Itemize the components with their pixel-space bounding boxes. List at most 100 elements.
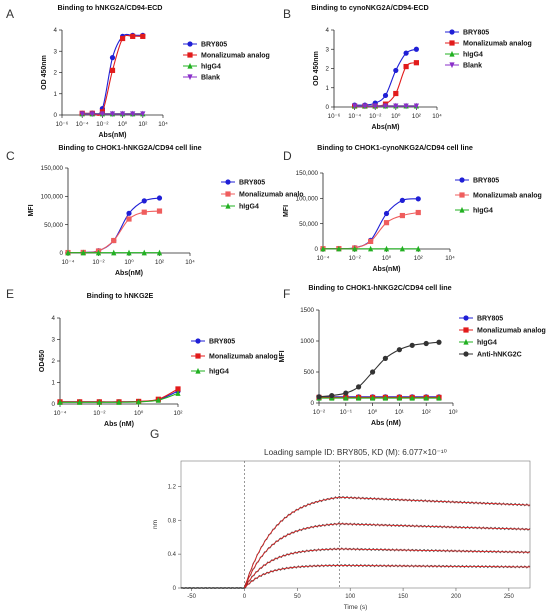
panel-label-d: D [283, 149, 292, 163]
legend-marker [225, 179, 231, 185]
x-tick-label: 10² [412, 113, 421, 120]
legend-marker [187, 74, 193, 81]
panel-label-a: A [6, 7, 14, 21]
x-tick-label: 250 [504, 594, 515, 600]
data-point [352, 103, 358, 110]
panel-label-g: G [150, 427, 159, 441]
y-axis-label: nm [152, 520, 159, 529]
legend-label: Monalizumab analog [477, 327, 546, 334]
x-axis-label: Abs(nM) [373, 266, 401, 273]
x-tick-label: 10⁰ [134, 410, 144, 417]
data-point [126, 210, 132, 216]
legend-label: hIgG4 [239, 203, 259, 210]
data-point [126, 216, 132, 222]
x-tick-label: 10⁻⁴ [62, 259, 75, 266]
legend-marker [463, 327, 469, 333]
y-tick-label: 100,000 [296, 196, 319, 203]
data-point [80, 249, 86, 256]
fit-curve-2 [244, 548, 531, 589]
legend-marker [195, 367, 201, 374]
data-point [415, 196, 421, 202]
data-point [316, 394, 322, 400]
x-axis-label: Abs (nM) [104, 421, 134, 428]
y-tick-label: 3 [54, 48, 58, 55]
sensorgram-trace-3 [180, 563, 531, 589]
legend-marker [449, 50, 455, 57]
y-tick-label: 0 [315, 246, 319, 253]
x-tick-label: 10⁻⁴ [348, 113, 361, 120]
x-tick-label: 10⁰ [118, 121, 128, 128]
data-point [415, 209, 421, 216]
series-line-3 [318, 341, 440, 398]
data-point [383, 245, 390, 252]
x-tick-label: 10⁰ [368, 409, 378, 416]
chart-panel-e: Binding to hNKG2E 10⁻⁴ 10⁻² 10⁰ 10² 0 1 2 3 4 Abs … [39, 291, 278, 428]
legend-marker [459, 177, 465, 183]
legend-label: Blank [463, 62, 482, 69]
x-axis-label: Time (s) [344, 604, 368, 611]
legend-label: BRY805 [209, 338, 235, 345]
legend-marker [449, 29, 455, 35]
x-tick-label: 10⁻⁴ [76, 121, 89, 128]
y-tick-label: 1 [326, 85, 330, 92]
chart-title: Binding to hNKG2E [87, 291, 154, 300]
x-tick-label: 10³ [449, 409, 458, 416]
x-tick-label: 10⁴ [185, 259, 195, 266]
x-tick-label: 10⁻² [369, 113, 381, 120]
data-point [156, 208, 163, 214]
data-point [436, 339, 442, 345]
chart-panel-b: Binding to cynoNKG2A/CD94-ECD 10⁻⁶ 10⁻⁴ 10⁻… [311, 3, 532, 131]
y-tick-label: 0.8 [168, 518, 177, 524]
legend-label: Monalizumab analog [209, 353, 278, 360]
data-point [382, 103, 389, 110]
data-point [141, 209, 147, 215]
data-point [362, 103, 368, 110]
chart-panel-c: Binding to CHOK1-hNKG2A/CD94 cell line 10… [28, 143, 304, 277]
data-point [155, 397, 161, 403]
y-tick-label: 2 [326, 66, 330, 73]
x-tick-label: 10⁰ [391, 113, 401, 120]
chart-title: Binding to hNKG2A/CD94-ECD [57, 3, 162, 12]
data-point [393, 90, 399, 97]
sensorgram-trace-1 [180, 522, 531, 589]
x-axis-label: Abs(nM) [99, 132, 127, 139]
y-tick-label: 0 [52, 401, 56, 408]
y-tick-label: 3 [326, 46, 330, 53]
legend-marker [463, 351, 469, 357]
plot-frame [180, 460, 531, 589]
data-point [126, 249, 132, 256]
legend-marker [187, 52, 193, 58]
legend-label: hIgG4 [477, 339, 497, 346]
data-point [120, 35, 126, 42]
data-point [79, 111, 85, 118]
data-point [393, 67, 399, 74]
legend-label: Anti-hNKG2C [477, 351, 522, 358]
x-tick-label: 200 [451, 594, 462, 600]
y-tick-label: 0 [60, 250, 64, 257]
fit-curve-0 [244, 496, 531, 589]
x-tick-label: 10² [155, 259, 164, 266]
data-point [399, 245, 405, 252]
data-point [99, 111, 105, 118]
data-point [156, 249, 163, 256]
x-tick-label: 10⁴ [158, 121, 168, 128]
x-tick-label: -50 [187, 594, 196, 600]
data-point [409, 342, 415, 348]
chart-title: Binding to cynoNKG2A/CD94-ECD [311, 3, 428, 12]
x-axis-label: Abs(nM) [372, 124, 400, 131]
legend-marker [459, 206, 465, 213]
data-point [370, 394, 376, 401]
data-point [141, 198, 147, 204]
legend-label: Monalizumab analog [473, 192, 542, 199]
y-axis-label: MFI [283, 205, 290, 217]
y-tick-label: 2 [52, 358, 56, 365]
legend-label: hIgG4 [473, 207, 493, 214]
y-axis-label: MFI [279, 350, 286, 362]
y-tick-label: 150,000 [41, 165, 64, 172]
x-tick-label: 10⁻² [349, 255, 361, 262]
data-point [355, 394, 362, 401]
data-point [116, 399, 122, 405]
fit-curve-3 [244, 564, 530, 589]
y-tick-label: 1.2 [168, 484, 177, 490]
